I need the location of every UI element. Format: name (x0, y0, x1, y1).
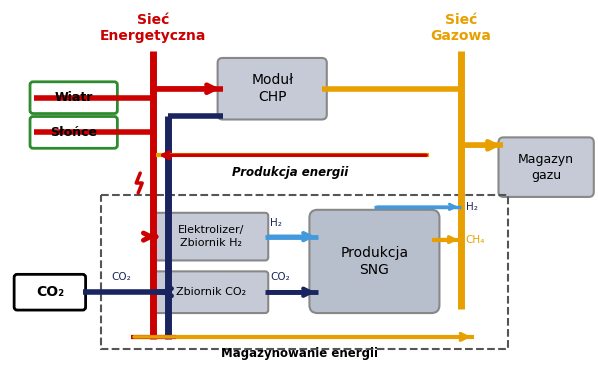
Text: CO₂: CO₂ (111, 272, 131, 282)
Text: Elektrolizer/
Zbiornik H₂: Elektrolizer/ Zbiornik H₂ (178, 225, 244, 248)
FancyBboxPatch shape (153, 272, 269, 313)
FancyBboxPatch shape (153, 213, 269, 260)
Text: Słońce: Słońce (50, 126, 97, 139)
Text: Produkcja energii: Produkcja energii (232, 166, 348, 179)
Text: Wiatr: Wiatr (54, 91, 93, 104)
FancyBboxPatch shape (218, 58, 327, 119)
FancyBboxPatch shape (30, 82, 117, 113)
Text: Zbiornik CO₂: Zbiornik CO₂ (176, 287, 246, 297)
Text: CH₄: CH₄ (466, 235, 485, 245)
Text: CO₂: CO₂ (36, 285, 64, 299)
Text: Sieć
Energetyczna: Sieć Energetyczna (100, 13, 206, 44)
Text: CO₂: CO₂ (270, 272, 290, 282)
Text: Magazynowanie energii: Magazynowanie energii (221, 347, 379, 360)
FancyBboxPatch shape (14, 274, 86, 310)
FancyBboxPatch shape (30, 116, 117, 148)
Text: Moduł
CHP: Moduł CHP (251, 73, 293, 104)
FancyBboxPatch shape (499, 137, 594, 197)
Text: Sieć
Gazowa: Sieć Gazowa (431, 13, 491, 44)
Text: H₂: H₂ (466, 202, 478, 212)
FancyBboxPatch shape (309, 210, 440, 313)
Text: Magazyn
gazu: Magazyn gazu (518, 153, 574, 182)
Text: H₂: H₂ (270, 218, 282, 228)
Text: Produkcja
SNG: Produkcja SNG (340, 246, 408, 277)
